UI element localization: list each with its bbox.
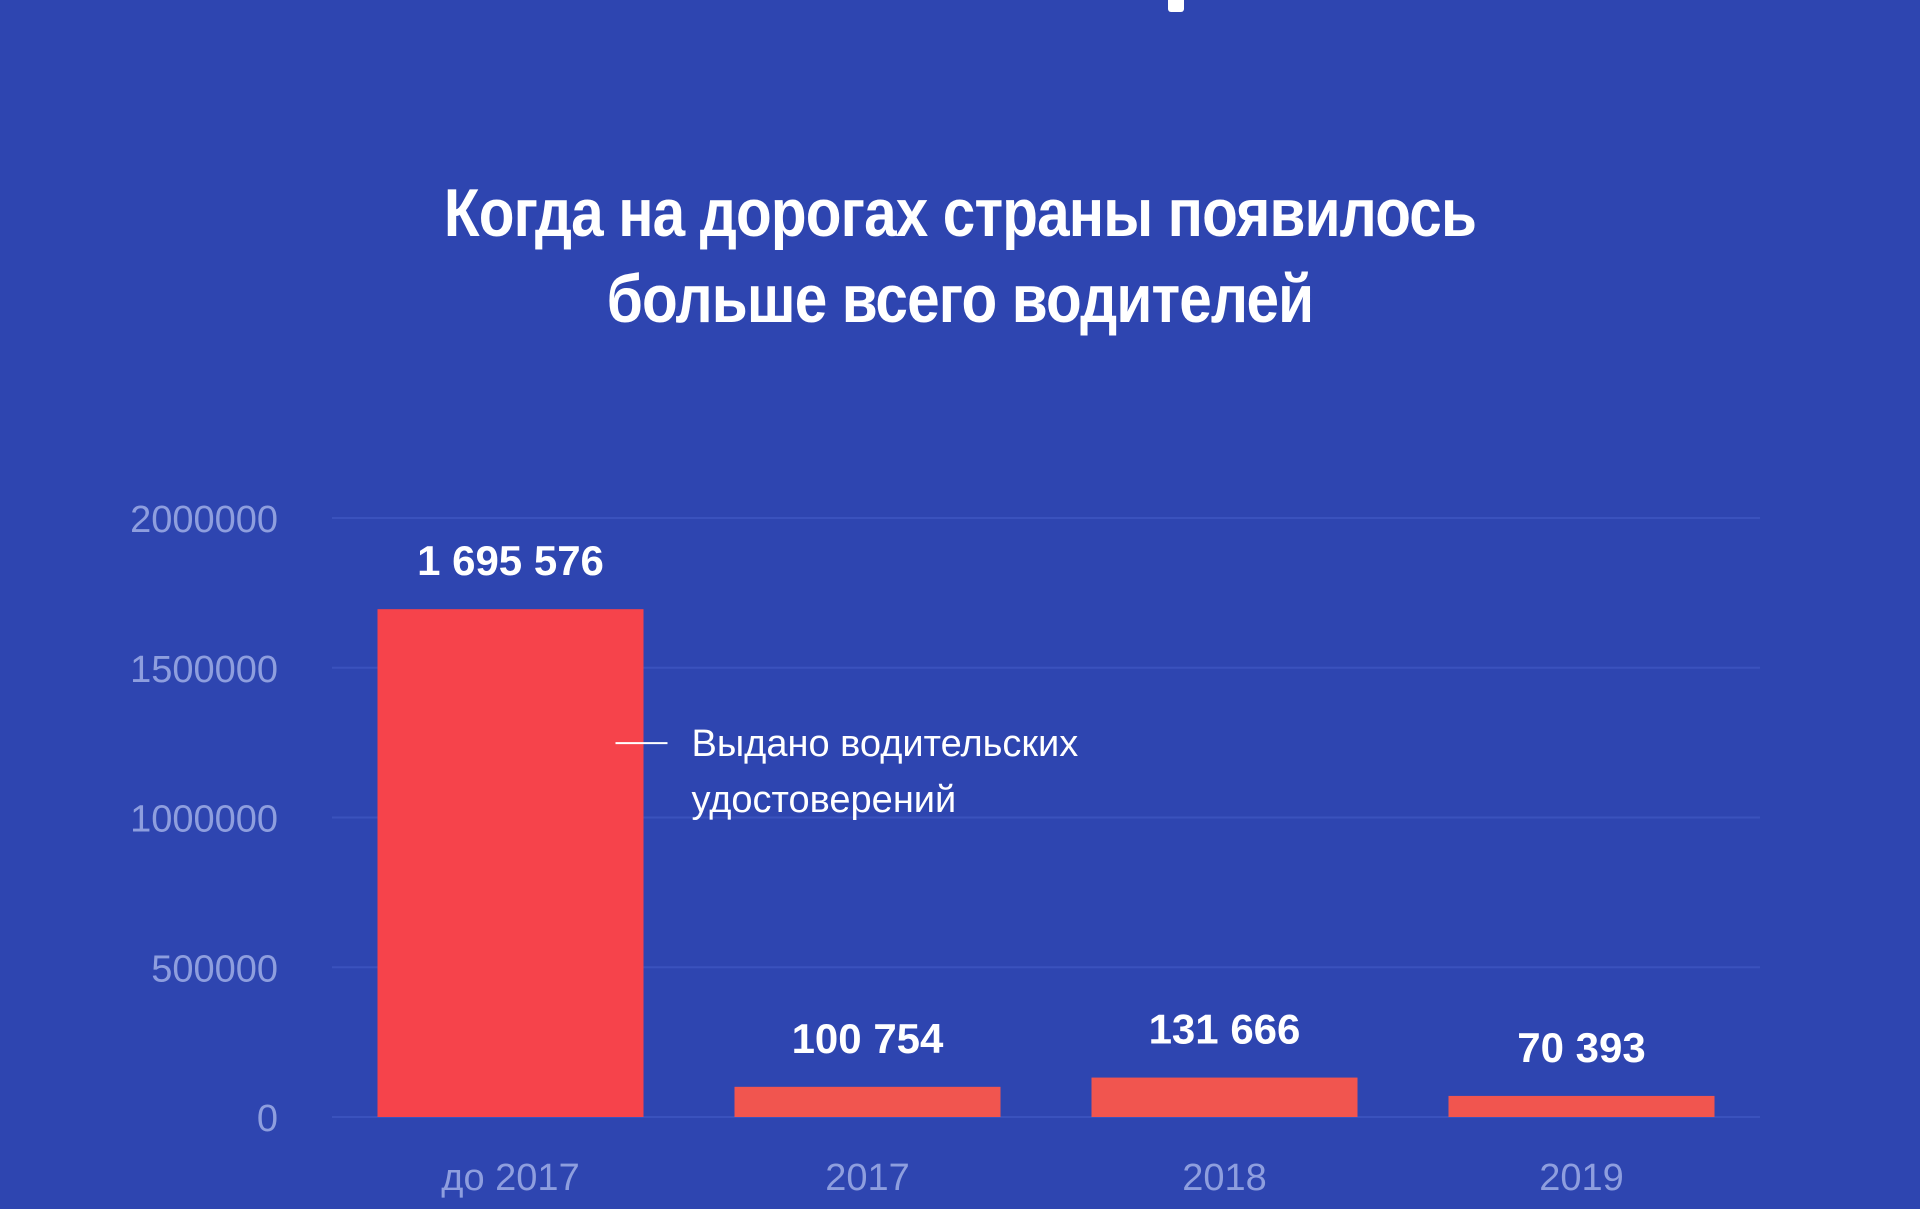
data-label: 131 666	[1149, 1006, 1301, 1053]
data-label: 1 695 576	[417, 537, 604, 584]
y-tick-label: 500000	[151, 948, 278, 990]
y-tick-label: 1000000	[130, 799, 278, 841]
chart-title-line-2: больше всего водителей	[606, 261, 1314, 337]
x-tick-label: до 2017	[441, 1157, 579, 1199]
x-tick-label: 2018	[1182, 1157, 1267, 1199]
y-tick-label: 1500000	[130, 649, 278, 691]
bar	[377, 609, 644, 1117]
legend-label: удостоверений	[692, 779, 957, 821]
chart-title-line-1: Когда на дорогах страны появилось	[443, 175, 1477, 251]
y-tick-label: 0	[257, 1098, 278, 1140]
bar	[734, 1086, 1001, 1117]
cropped-header-glyph	[1168, 0, 1184, 12]
bar	[1091, 1077, 1358, 1117]
x-tick-label: 2017	[825, 1157, 910, 1199]
chart-title: Когда на дорогах страны появилось больше…	[134, 170, 1785, 342]
bar	[1448, 1095, 1715, 1117]
legend-label: Выдано водительских	[692, 723, 1079, 765]
data-label: 100 754	[792, 1015, 944, 1062]
x-tick-label: 2019	[1539, 1157, 1624, 1199]
y-tick-label: 2000000	[130, 499, 278, 541]
data-label: 70 393	[1517, 1024, 1645, 1071]
